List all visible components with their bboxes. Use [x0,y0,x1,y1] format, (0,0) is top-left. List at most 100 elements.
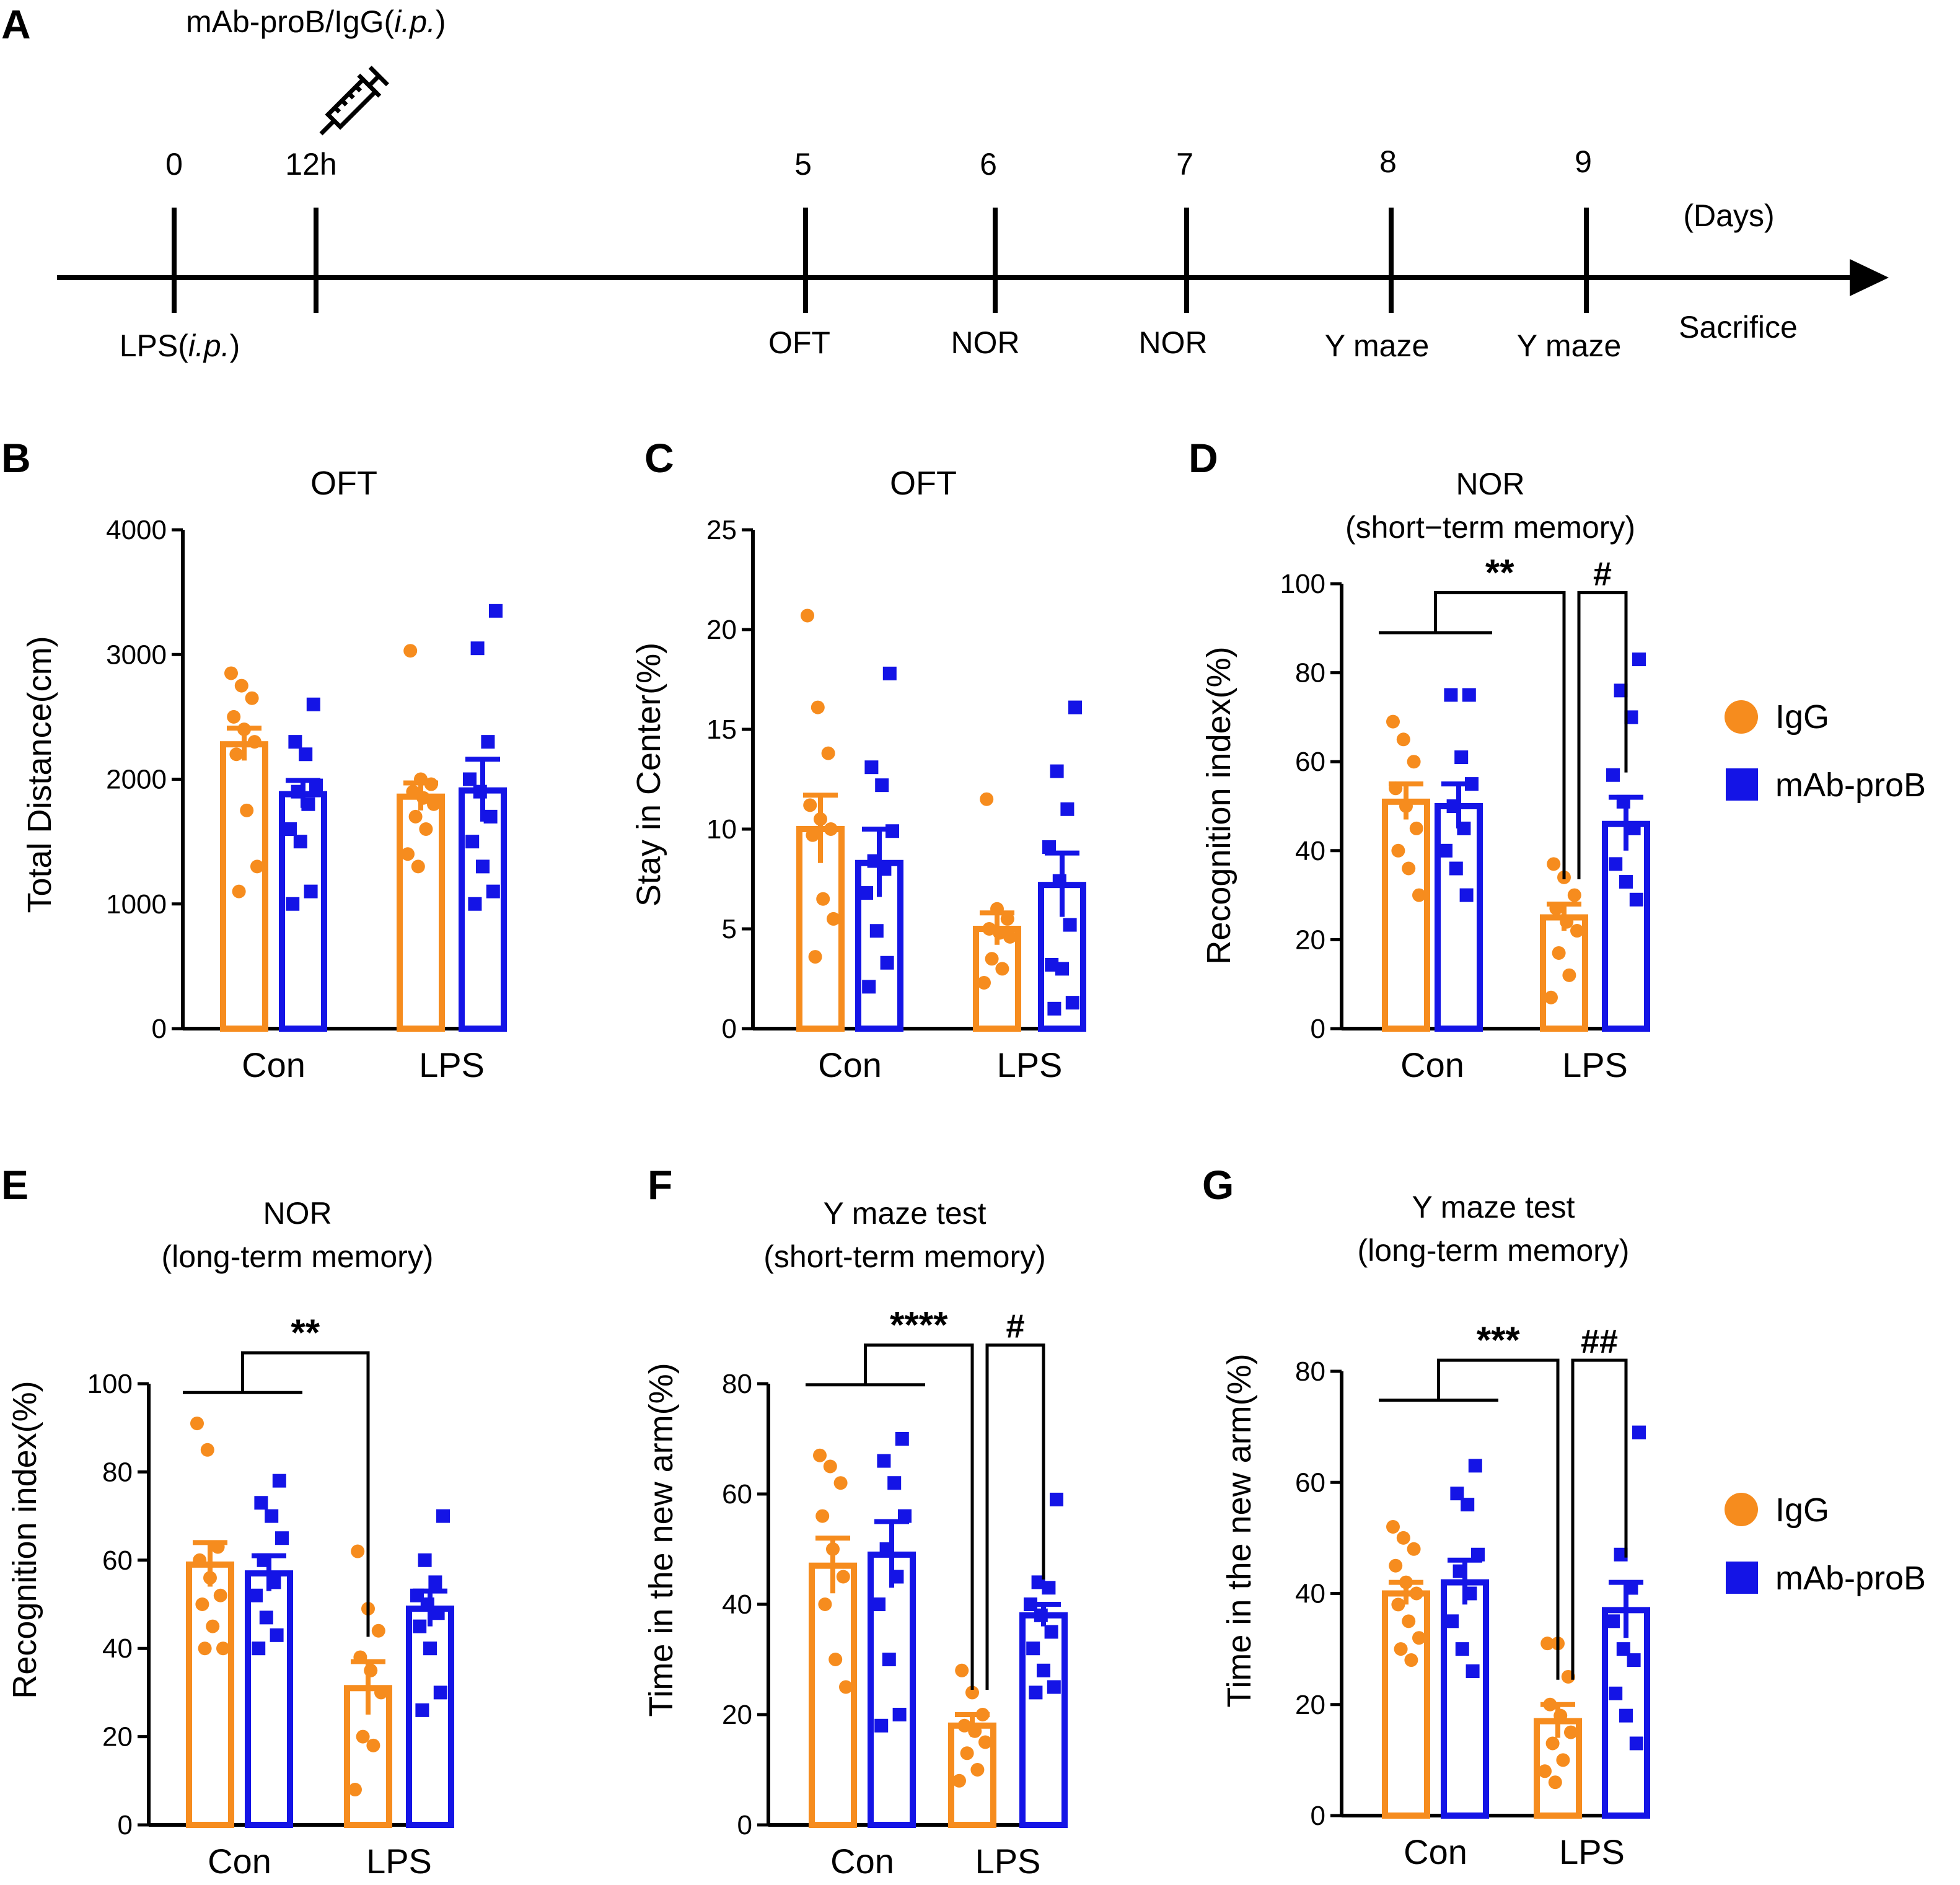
data-point-mab-prob [1619,1708,1633,1723]
y-tick-label: 25 [706,515,737,545]
sig-label: # [1006,1308,1024,1345]
timeline-tick-6: 6 NOR [951,147,1019,360]
data-point-igg [237,723,251,736]
data-point-igg [414,772,428,786]
data-point-igg [371,1624,385,1638]
svg-text:NOR: NOR [1138,325,1207,360]
bar-igg [220,741,268,1032]
data-point-mab-prob [886,824,899,838]
legend-igg-swatch [1725,700,1758,734]
data-point-mab-prob [1044,1625,1058,1639]
data-point-mab-prob [1449,861,1463,876]
data-point-igg [245,691,259,705]
data-point-igg [366,1738,380,1752]
data-point-mab-prob [420,1597,434,1611]
data-point-igg [1000,912,1014,926]
data-point-mab-prob [1045,957,1059,972]
data-point-igg [978,1735,992,1749]
y-tick-label: 20 [722,1700,752,1730]
data-point-mab-prob [1050,1492,1063,1506]
data-point-igg [1544,990,1558,1004]
x-tick-label: LPS [419,1045,485,1084]
data-point-mab-prob [254,1496,268,1510]
data-point-mab-prob [874,1718,889,1733]
data-point-igg [356,1729,370,1744]
data-point-igg [190,1417,204,1431]
data-point-mab-prob [483,809,498,824]
data-point-mab-prob [1627,821,1641,835]
y-tick-label: 4000 [106,515,167,545]
data-point-mab-prob [887,1476,902,1490]
chart-title: (short-term memory) [763,1239,1046,1274]
data-point-mab-prob [1445,1614,1459,1628]
data-point-igg [960,1746,974,1760]
data-point-igg [1399,1575,1413,1589]
data-point-igg [1538,1764,1552,1778]
y-tick-label: 40 [1295,1579,1325,1609]
data-point-mab-prob [867,854,881,868]
panel-letter: B [1,435,31,481]
y-axis-label: Recognition index(%) [6,1381,43,1698]
data-point-igg [1545,1736,1560,1751]
data-point-mab-prob [301,797,315,811]
data-point-igg [403,644,418,658]
svg-text:12h: 12h [285,147,336,182]
y-tick-label: 15 [706,714,737,745]
x-tick-label: LPS [975,1842,1041,1881]
data-point-igg [827,912,840,926]
y-tick-label: 100 [1280,569,1325,599]
data-point-igg [818,1597,832,1611]
legend-mab-label: mAb-proB [1775,767,1926,804]
chart-panel-g: G Y maze test (long-term memory) Time in th… [1202,1162,1650,1871]
data-point-mab-prob [1471,1547,1485,1562]
data-point-mab-prob [465,835,480,849]
data-point-igg [980,792,994,806]
data-point-igg [250,859,264,874]
data-point-igg [203,1571,217,1585]
y-tick-label: 60 [1295,747,1325,777]
chart-title: OFT [890,465,957,502]
data-point-igg [419,822,433,836]
data-point-igg [1567,888,1581,902]
timeline-arrow-icon [1850,259,1889,296]
chart-title: (short−term memory) [1345,510,1635,545]
data-point-igg [806,828,820,842]
data-point-igg [213,1588,227,1602]
data-point-igg [1407,1542,1421,1556]
y-axis-label: Time in the new arm(%) [643,1363,680,1716]
y-axis-label: Stay in Center(%) [630,643,667,907]
data-point-igg [1407,755,1421,769]
data-point-igg [814,812,827,826]
data-point-igg [348,1783,362,1797]
data-point-igg [955,1663,969,1677]
y-tick-label: 80 [1295,658,1325,688]
data-point-mab-prob [1632,652,1646,667]
y-tick-label: 0 [118,1810,133,1840]
data-point-mab-prob [1065,996,1079,1010]
legend-igg-label: IgG [1775,698,1829,736]
svg-text:7: 7 [1176,147,1193,182]
data-point-mab-prob [252,1641,266,1656]
chart-title: Y maze test [823,1196,986,1231]
data-point-igg [211,1540,225,1554]
panel-letter: C [644,435,674,481]
chart-title: NOR [263,1196,332,1231]
data-point-igg [240,803,254,817]
data-point-igg [1402,1614,1416,1628]
y-tick-label: 20 [1295,1690,1325,1720]
chart-title: NOR [1456,467,1524,501]
bar-igg [1382,798,1430,1032]
data-point-mab-prob [877,1454,891,1468]
sig-bracket [241,1351,370,1637]
data-point-mab-prob [864,760,879,775]
data-point-mab-prob [1060,802,1074,816]
data-point-igg [1556,1753,1570,1767]
data-point-igg [1552,946,1566,960]
data-point-mab-prob [1063,918,1077,932]
x-tick-label: Con [818,1045,882,1084]
data-point-mab-prob [882,666,897,680]
data-point-mab-prob [468,897,482,911]
data-point-igg [821,746,835,760]
data-point-mab-prob [1457,821,1471,835]
y-tick-label: 80 [102,1457,133,1487]
